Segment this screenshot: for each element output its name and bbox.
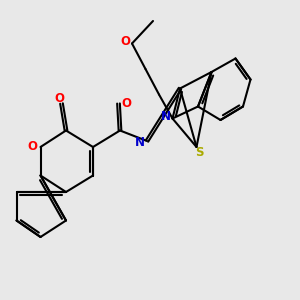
Text: O: O bbox=[27, 140, 37, 154]
Text: S: S bbox=[195, 146, 203, 159]
Text: N: N bbox=[161, 110, 171, 123]
Text: O: O bbox=[54, 92, 64, 106]
Text: O: O bbox=[121, 97, 131, 110]
Text: N: N bbox=[135, 136, 145, 149]
Text: O: O bbox=[120, 34, 130, 48]
